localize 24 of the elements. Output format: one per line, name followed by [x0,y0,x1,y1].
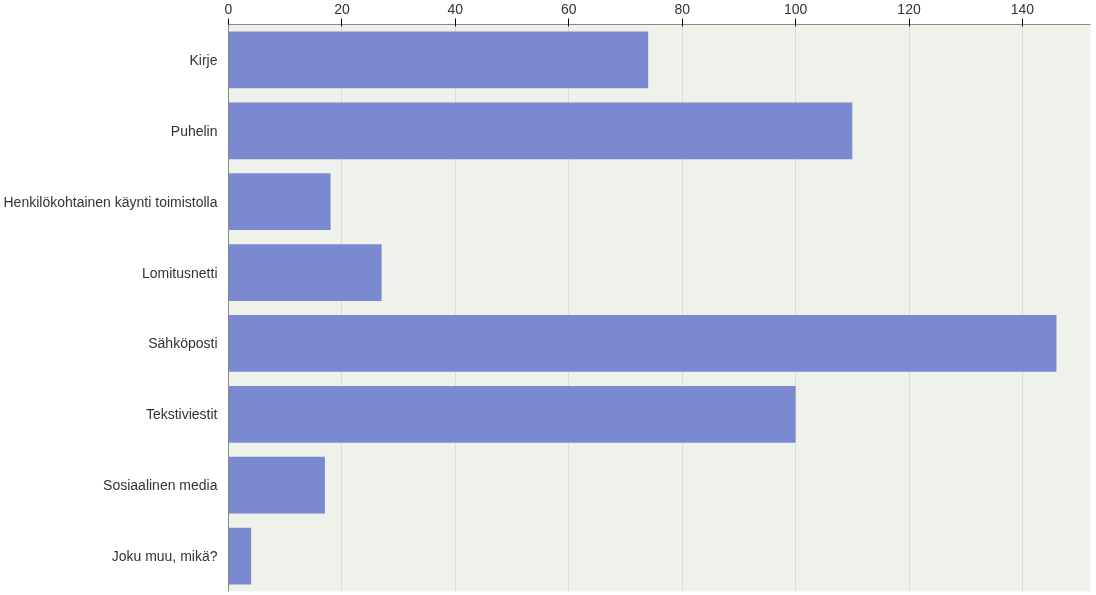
y-tick-label: Joku muu, mikä? [111,548,218,565]
y-tick-label: Sosiaalinen media [103,477,218,494]
x-tick-label: 60 [560,0,577,17]
bar [228,385,796,443]
y-tick-label: Kirje [189,51,218,68]
y-tick-label: Puhelin [170,122,218,139]
x-tick-label: 80 [674,0,691,17]
x-tick-label: 0 [224,0,233,17]
x-tick-label: 140 [1010,0,1035,17]
x-tick-label: 40 [447,0,464,17]
bar [228,527,252,585]
y-tick-label: Lomitusnetti [142,264,218,281]
bar [228,244,382,301]
y-tick-label: Henkilökohtainen käynti toimistolla [3,193,218,210]
bar [228,102,853,160]
bar [228,31,649,89]
bar [228,315,1057,372]
x-tick-label: 120 [897,0,921,17]
y-tick-label: Sähköposti [148,335,218,352]
x-tick-label: 100 [783,0,808,17]
bar [228,456,325,514]
y-tick-label: Tekstiviestit [145,406,218,423]
bar [228,173,331,231]
x-tick-label: 20 [334,0,350,17]
